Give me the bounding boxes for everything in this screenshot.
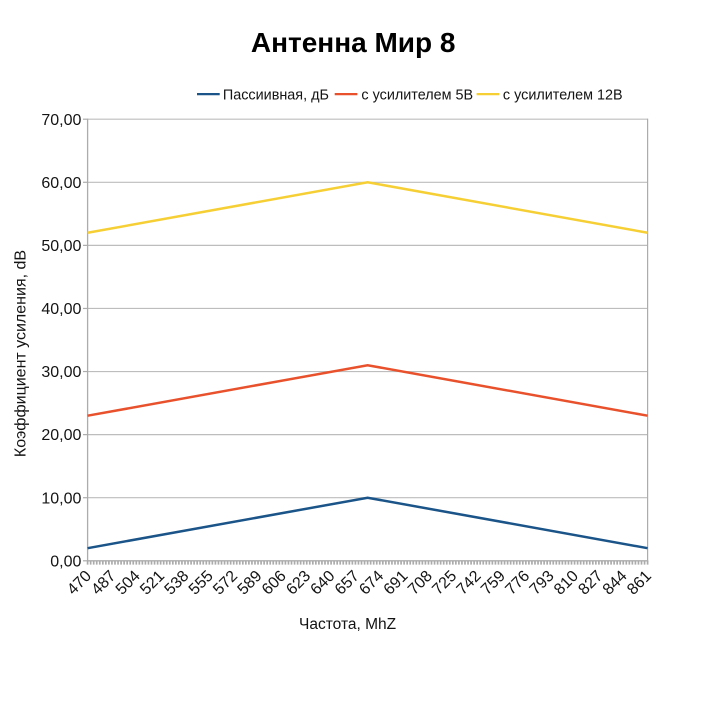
x-axis-title: Частота, MhZ — [299, 616, 396, 633]
legend-label: с усилителем 12В — [503, 87, 623, 103]
y-tick-label: 70,00 — [41, 112, 81, 129]
series-line-1 — [87, 363, 648, 417]
legend-label: Пассиивная, дБ — [223, 87, 329, 103]
chart-title: Антенна Мир 8 — [251, 27, 456, 58]
series-line-2 — [87, 181, 648, 234]
y-axis-title: Коэффициент усиления, dB — [12, 250, 29, 457]
y-tick-label: 10,00 — [41, 490, 81, 507]
legend-item: Пассиивная, дБ — [197, 87, 329, 103]
y-tick-label: 30,00 — [41, 364, 81, 381]
series-lines-group — [87, 181, 648, 550]
y-tick-label: 40,00 — [41, 301, 81, 318]
y-tick-labels-group: 0,00 10,00 20,00 30,00 40,00 50,00 60,00 70,00 — [41, 112, 81, 571]
x-minor-tick-marks — [86, 560, 649, 565]
y-tick-label: 60,00 — [41, 175, 81, 192]
legend-item: с усилителем 12В — [476, 87, 623, 103]
series-line-0 — [87, 496, 648, 550]
y-tick-label: 0,00 — [50, 553, 81, 570]
legend-label: с усилителем 5В — [361, 87, 473, 103]
y-tick-label: 20,00 — [41, 427, 81, 444]
legend: Пассиивная, дБ с усилителем 5В с усилителе… — [197, 87, 623, 103]
axes-group — [83, 118, 649, 565]
legend-item: с усилителем 5В — [334, 87, 473, 103]
y-tick-label: 50,00 — [41, 238, 81, 255]
